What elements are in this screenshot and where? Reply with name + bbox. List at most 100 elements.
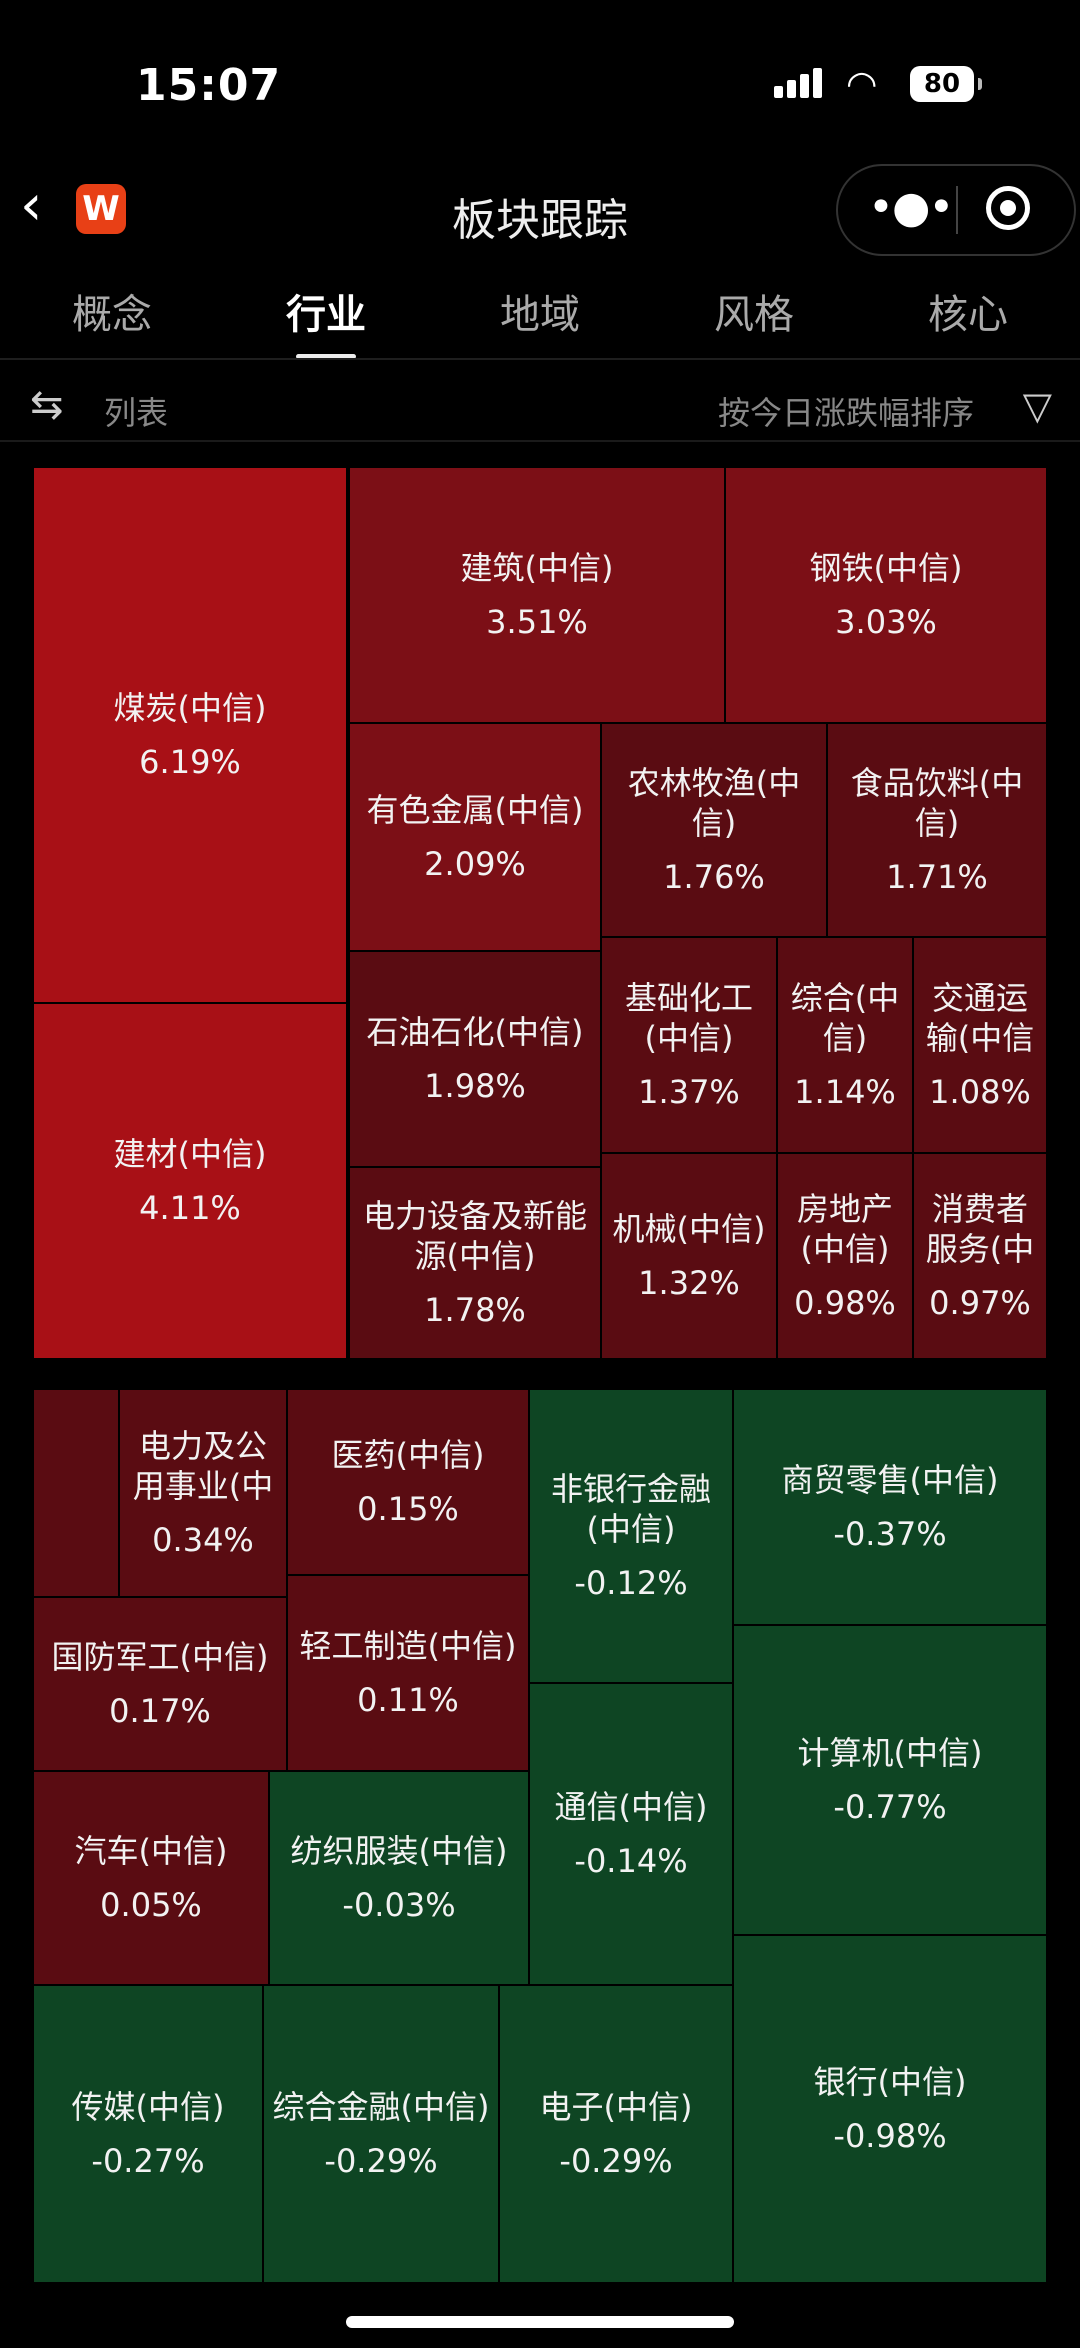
treemap-tile[interactable]: 石油石化(中信) 1.98% [350, 952, 600, 1166]
page-title: 板块跟踪 [452, 195, 628, 246]
treemap-tile[interactable]: 轻工制造(中信) 0.11% [288, 1576, 528, 1770]
tile-name: 电力及公用事业(中 [132, 1427, 274, 1505]
treemap-tile[interactable]: 钢铁(中信) 3.03% [726, 468, 1046, 722]
signal-icon [774, 68, 826, 98]
tile-change: 1.37% [638, 1073, 740, 1111]
treemap-tile[interactable]: 银行(中信) -0.98% [734, 1936, 1046, 2282]
treemap-tile[interactable]: 电力设备及新能源(中信) 1.78% [350, 1168, 600, 1358]
tile-change: 0.97% [929, 1284, 1031, 1322]
back-icon[interactable]: ‹ [20, 173, 43, 238]
treemap-tile[interactable]: 非银行金融(中信) -0.12% [530, 1390, 732, 1682]
treemap-tile[interactable]: 建材(中信) 4.11% [34, 1004, 346, 1358]
tile-change: -0.37% [833, 1515, 947, 1553]
treemap-tile[interactable]: 机械(中信) 1.32% [602, 1154, 776, 1358]
close-miniprogram-icon[interactable] [986, 186, 1030, 230]
status-bar: 15:07 ◠ 80 [0, 0, 1080, 160]
view-toggle-label[interactable]: 列表 [104, 394, 169, 432]
treemap-tile[interactable]: 计算机(中信) -0.77% [734, 1626, 1046, 1934]
treemap-tile[interactable]: 有色金属(中信) 2.09% [350, 724, 600, 950]
tile-change: 0.98% [794, 1284, 896, 1322]
tile-change: 0.15% [357, 1490, 459, 1528]
treemap-tile[interactable]: 综合金融(中信) -0.29% [264, 1986, 498, 2282]
tile-change: 3.03% [835, 603, 937, 641]
treemap-tile[interactable]: 煤炭(中信) 6.19% [34, 468, 346, 1002]
tile-change: -0.14% [574, 1842, 688, 1880]
miniprogram-capsule: •●• [836, 164, 1076, 256]
tile-change: 2.09% [424, 845, 526, 883]
tab-concept[interactable]: 概念 [72, 292, 152, 338]
tile-change: 1.78% [424, 1291, 526, 1329]
more-icon[interactable]: •●• [868, 182, 954, 233]
treemap-tile[interactable]: 消费者服务(中 0.97% [914, 1154, 1046, 1358]
tile-change: 1.71% [886, 858, 988, 896]
tile-name: 汽车(中信) [74, 1832, 228, 1870]
tile-name: 农林牧渔(中信) [627, 764, 801, 842]
tile-change: 1.08% [929, 1073, 1031, 1111]
tile-name: 机械(中信) [612, 1210, 766, 1248]
tile-name: 建筑(中信) [460, 549, 614, 587]
tile-name: 交通运输(中信 [925, 979, 1035, 1057]
tab-industry[interactable]: 行业 [286, 292, 366, 338]
treemap-tile[interactable]: 综合(中信) 1.14% [778, 938, 912, 1152]
treemap-tile[interactable]: 农林牧渔(中信) 1.76% [602, 724, 826, 936]
tile-change: -0.03% [342, 1886, 456, 1924]
treemap-tile[interactable]: 交通运输(中信 1.08% [914, 938, 1046, 1152]
tile-name: 有色金属(中信) [366, 791, 584, 829]
tile-name: 计算机(中信) [797, 1734, 983, 1772]
treemap-tile[interactable]: 国防军工(中信) 0.17% [34, 1598, 286, 1770]
tab-core[interactable]: 核心 [928, 292, 1008, 338]
treemap-tile[interactable]: 通信(中信) -0.14% [530, 1684, 732, 1984]
tile-name: 建材(中信) [113, 1135, 267, 1173]
divider [0, 358, 1080, 360]
treemap-tile[interactable]: 医药(中信) 0.15% [288, 1390, 528, 1574]
treemap-tile[interactable]: 传媒(中信) -0.27% [34, 1986, 262, 2282]
tile-name: 食品饮料(中信) [850, 764, 1024, 842]
battery-icon: 80 [910, 66, 982, 102]
treemap-tile[interactable]: 商贸零售(中信) -0.37% [734, 1390, 1046, 1624]
divider [0, 440, 1080, 442]
tab-region[interactable]: 地域 [500, 292, 580, 338]
tile-name: 传媒(中信) [71, 2088, 225, 2126]
filter-icon[interactable]: ▽ [1022, 384, 1052, 428]
tile-name: 医药(中信) [331, 1436, 485, 1474]
tile-name: 基础化工(中信) [624, 979, 753, 1057]
tile-name: 纺织服装(中信) [290, 1832, 508, 1870]
tile-change: 6.19% [139, 743, 241, 781]
treemap-tile[interactable]: 电子(中信) -0.29% [500, 1986, 732, 2282]
active-tab-indicator [296, 354, 356, 359]
tile-change: 0.11% [357, 1681, 459, 1719]
home-indicator [346, 2316, 734, 2328]
app-logo: W [76, 184, 126, 234]
treemap-tile[interactable]: 食品饮料(中信) 1.71% [828, 724, 1046, 936]
switch-view-icon[interactable]: ⇆ [30, 382, 64, 428]
tile-name: 综合金融(中信) [272, 2088, 490, 2126]
category-tabs: 概念 行业 地域 风格 核心 [0, 282, 1080, 356]
tile-name: 石油石化(中信) [366, 1013, 584, 1051]
treemap-tile[interactable]: 建筑(中信) 3.51% [350, 468, 724, 722]
treemap-tile[interactable]: 汽车(中信) 0.05% [34, 1772, 268, 1984]
tile-change: -0.27% [91, 2142, 205, 2180]
tile-change: -0.77% [833, 1788, 947, 1826]
tab-style[interactable]: 风格 [714, 292, 794, 338]
tile-change: 0.17% [109, 1692, 211, 1730]
tile-change: 4.11% [139, 1189, 241, 1227]
sort-label[interactable]: 按今日涨跌幅排序 [717, 394, 974, 432]
treemap-tile[interactable] [34, 1390, 118, 1596]
tile-name: 商贸零售(中信) [781, 1461, 999, 1499]
treemap-tile[interactable]: 纺织服装(中信) -0.03% [270, 1772, 528, 1984]
tile-change: 0.05% [100, 1886, 202, 1924]
treemap-tile[interactable]: 电力及公用事业(中 0.34% [120, 1390, 286, 1596]
tile-name: 房地产(中信) [796, 1190, 893, 1268]
tile-change: 1.98% [424, 1067, 526, 1105]
treemap-tile[interactable]: 房地产(中信) 0.98% [778, 1154, 912, 1358]
toolbar: ⇆ 列表 按今日涨跌幅排序 ▽ [0, 380, 1080, 440]
tile-name: 通信(中信) [554, 1788, 708, 1826]
tile-name: 消费者服务(中 [925, 1190, 1035, 1268]
tile-change: -0.29% [559, 2142, 673, 2180]
tile-change: 1.14% [794, 1073, 896, 1111]
tile-change: -0.12% [574, 1564, 688, 1602]
tile-name: 国防军工(中信) [51, 1638, 269, 1676]
wifi-icon: ◠ [846, 64, 878, 105]
treemap-tile[interactable]: 基础化工(中信) 1.37% [602, 938, 776, 1152]
tile-change: -0.29% [324, 2142, 438, 2180]
